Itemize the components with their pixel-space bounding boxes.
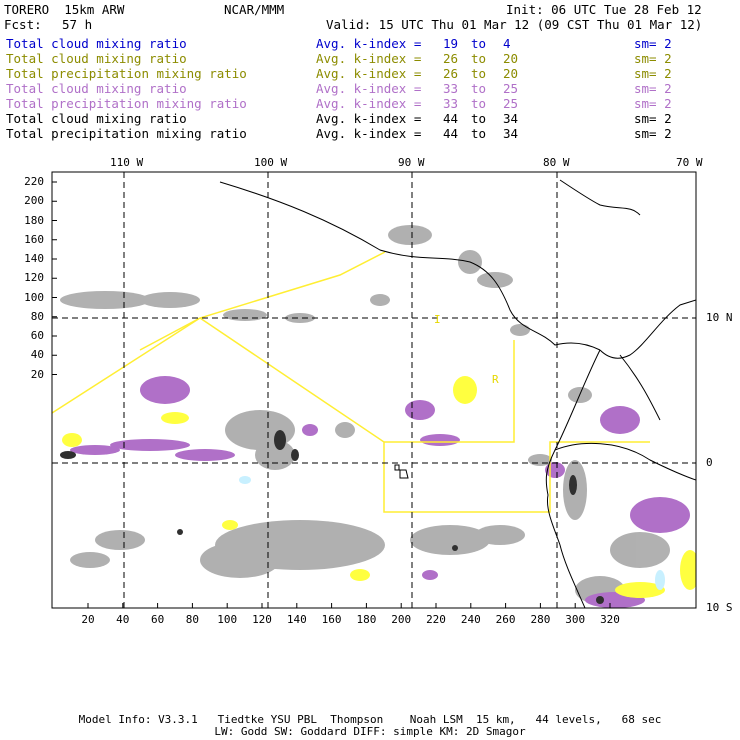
legend-index-label: Avg. k-index = — [316, 126, 422, 141]
legend-field-name: Total precipitation mixing ratio — [6, 96, 247, 111]
legend-field-name: Total cloud mixing ratio — [6, 36, 187, 51]
legend-to-word: to — [471, 66, 487, 81]
latitude-label: 10 N — [706, 311, 733, 324]
legend-index-to: 25 — [503, 81, 519, 96]
yellow-patches — [62, 376, 696, 598]
legend-index-label: Avg. k-index = — [316, 81, 422, 96]
map-frame — [51, 171, 697, 609]
legend-to-word: to — [471, 36, 487, 51]
legend-index-to: 25 — [503, 96, 519, 111]
legend-to-word: to — [471, 126, 487, 141]
legend-to-word: to — [471, 111, 487, 126]
x-tick-label: 100 — [217, 613, 238, 626]
x-tick-label: 200 — [391, 613, 412, 626]
legend-field-name: Total cloud mixing ratio — [6, 81, 187, 96]
model-title: TORERO 15km ARW — [4, 2, 125, 17]
legend-index-label: Avg. k-index = — [316, 51, 422, 66]
coastline — [219, 179, 696, 608]
longitude-label: 110 W — [110, 156, 144, 169]
legend-field-name: Total precipitation mixing ratio — [6, 126, 247, 141]
legend-index-from: 44 — [443, 111, 459, 126]
graticule — [52, 172, 696, 608]
legend-index-label: Avg. k-index = — [316, 36, 422, 51]
y-tick-label: 200 — [24, 194, 44, 208]
legend-index-from: 44 — [443, 126, 459, 141]
purple-regions — [70, 376, 690, 608]
region-marker-r: R — [492, 373, 499, 386]
legend-smoothing: sm= 2 — [634, 36, 672, 51]
y-tick-label: 180 — [24, 213, 44, 227]
legend-smoothing: sm= 2 — [634, 51, 672, 66]
region-marker-i: I — [434, 313, 441, 326]
dark-cores — [60, 430, 604, 604]
latitude-label: 0 — [706, 456, 713, 469]
legend-smoothing: sm= 2 — [634, 126, 672, 141]
boundary-lines — [52, 251, 650, 513]
x-tick-label: 80 — [185, 613, 200, 626]
legend-field-name: Total precipitation mixing ratio — [6, 66, 247, 81]
legend-smoothing: sm= 2 — [634, 96, 672, 111]
latitude-label: 10 S — [706, 601, 733, 614]
legend-index-to: 34 — [503, 126, 519, 141]
x-tick-label: 280 — [530, 613, 551, 626]
x-tick-label: 180 — [356, 613, 377, 626]
forecast-label: Fcst: — [4, 17, 42, 32]
y-tick-label: 160 — [24, 232, 44, 246]
x-tick-label: 220 — [426, 613, 446, 626]
y-tick-label: 20 — [30, 367, 44, 381]
legend-index-from: 19 — [443, 36, 459, 51]
legend-index-label: Avg. k-index = — [316, 96, 422, 111]
x-tick-label: 300 — [565, 613, 586, 626]
x-tick-label: 240 — [460, 613, 481, 626]
legend-to-word: to — [471, 81, 487, 96]
x-tick-label: 160 — [321, 613, 342, 626]
legend-field-name: Total cloud mixing ratio — [6, 111, 187, 126]
longitude-label: 70 W — [676, 156, 703, 169]
legend-index-from: 26 — [443, 51, 459, 66]
x-tick-label: 60 — [150, 613, 165, 626]
y-tick-label: 120 — [24, 271, 44, 285]
legend-field-name: Total cloud mixing ratio — [6, 51, 187, 66]
organization: NCAR/MMM — [224, 2, 285, 17]
legend-index-to: 20 — [503, 66, 519, 81]
legend-index-from: 26 — [443, 66, 459, 81]
model-info-line2: LW: Godd SW: Goddard DIFF: simple KM: 2D… — [214, 725, 526, 738]
y-tick-label: 140 — [24, 252, 44, 265]
x-tick-label: 320 — [600, 613, 620, 626]
y-tick-label: 60 — [30, 329, 44, 342]
valid-time: Valid: 15 UTC Thu 01 Mar 12 (09 CST Thu … — [326, 17, 703, 32]
legend-index-from: 33 — [443, 96, 459, 111]
x-tick-label: 260 — [495, 613, 516, 626]
legend-index-label: Avg. k-index = — [316, 111, 422, 126]
longitude-label: 100 W — [254, 156, 288, 169]
cyan-patches — [239, 476, 665, 590]
y-tick-label: 80 — [30, 309, 44, 323]
y-tick-label: 40 — [30, 348, 44, 362]
y-tick-label: 220 — [24, 175, 44, 188]
cloud-field — [60, 225, 670, 604]
legend-smoothing: sm= 2 — [634, 111, 672, 126]
legend-smoothing: sm= 2 — [634, 81, 672, 96]
x-tick-label: 140 — [286, 613, 307, 626]
legend-index-to: 20 — [503, 51, 519, 66]
x-tick-label: 40 — [116, 613, 130, 626]
longitude-label: 90 W — [398, 156, 425, 169]
legend-smoothing: sm= 2 — [634, 66, 672, 81]
legend-to-word: to — [471, 96, 487, 111]
legend-index-to: 4 — [503, 36, 511, 51]
x-tick-label: 20 — [81, 613, 95, 626]
y-tick-label: 100 — [24, 290, 44, 304]
init-time: Init: 06 UTC Tue 28 Feb 12 — [506, 2, 702, 17]
longitude-label: 80 W — [543, 156, 570, 169]
x-tick-label: 120 — [252, 613, 272, 626]
model-info-line1: Model Info: V3.3.1 Tiedtke YSU PBL Thomp… — [78, 713, 662, 726]
legend-index-label: Avg. k-index = — [316, 66, 422, 81]
forecast-hours: 57 h — [62, 17, 93, 32]
legend-index-to: 34 — [503, 111, 519, 126]
legend-index-from: 33 — [443, 81, 459, 96]
legend-to-word: to — [471, 51, 487, 66]
